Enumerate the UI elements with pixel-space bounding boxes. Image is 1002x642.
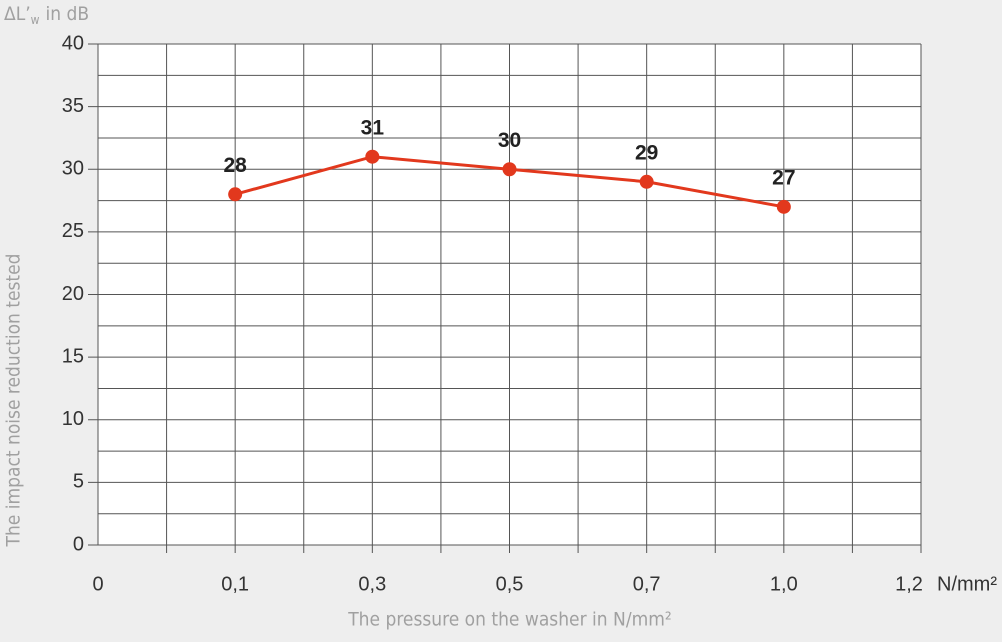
x-tick-label: 0,3 — [358, 573, 386, 595]
y-tick-label: 10 — [62, 408, 84, 430]
x-tick-label: 1,2 — [895, 573, 923, 595]
y-unit-symbol: ΔL’ — [4, 3, 31, 25]
y-tick-label: 15 — [62, 345, 84, 367]
data-point — [502, 162, 517, 177]
data-point — [365, 149, 380, 164]
y-tick-label: 0 — [73, 533, 84, 555]
y-tick-label: 25 — [62, 220, 84, 242]
x-tick-label: 0,1 — [221, 573, 249, 595]
y-tick-label: 5 — [73, 471, 84, 493]
y-tick-label: 30 — [62, 158, 84, 180]
y-tick-label: 35 — [62, 95, 84, 117]
y-unit: ΔL’w in dB — [4, 3, 89, 27]
data-point — [639, 174, 654, 189]
data-label: 30 — [498, 129, 521, 152]
data-label: 27 — [772, 166, 795, 189]
data-label: 31 — [361, 116, 385, 139]
y-unit-subscript: w — [31, 13, 40, 27]
x-axis-title: The pressure on the washer in N/mm² — [347, 609, 671, 631]
x-tick-label: 0,7 — [633, 573, 661, 595]
data-label: 29 — [635, 141, 658, 164]
x-tick-label: 0,5 — [496, 573, 524, 595]
data-point — [776, 199, 791, 214]
data-label: 28 — [223, 154, 247, 177]
x-tick-label: 0 — [92, 573, 103, 595]
x-tick-label: 1,0 — [770, 573, 798, 595]
y-unit-suffix: in dB — [45, 3, 89, 25]
y-tick-label: 40 — [62, 32, 84, 54]
data-point — [228, 187, 243, 202]
y-axis-title: The impact noise reduction tested — [3, 254, 25, 548]
y-tick-label: 20 — [62, 283, 84, 305]
x-unit: N/mm² — [937, 573, 997, 595]
